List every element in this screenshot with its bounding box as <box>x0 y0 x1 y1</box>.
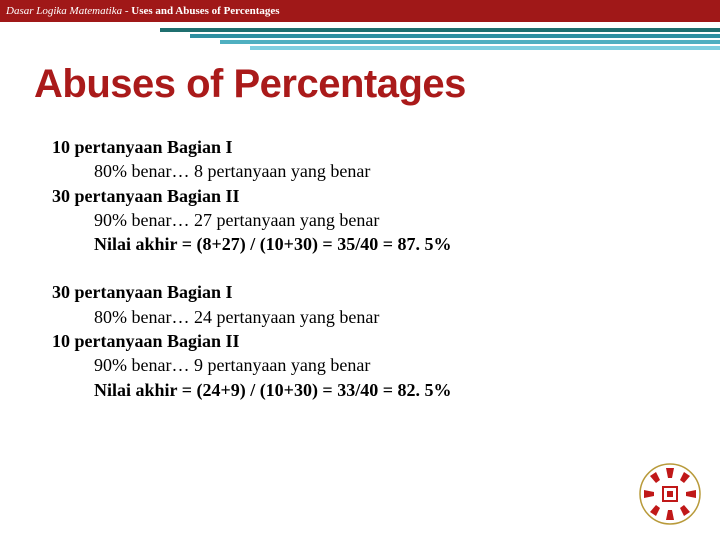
b2-line2: 80% benar… 24 pertanyaan yang benar <box>52 305 720 329</box>
b1-line2: 80% benar… 8 pertanyaan yang benar <box>52 159 720 183</box>
b1-line1: 10 pertanyaan Bagian I <box>52 135 720 159</box>
b2-line3: 10 pertanyaan Bagian II <box>52 329 720 353</box>
logo-icon <box>638 462 702 526</box>
b2-line4: 90% benar… 9 pertanyaan yang benar <box>52 353 720 377</box>
stripe-4 <box>250 46 720 50</box>
university-logo <box>638 462 702 526</box>
header-bar: Dasar Logika Matematika - Uses and Abuse… <box>0 0 720 22</box>
block-2: 30 pertanyaan Bagian I 80% benar… 24 per… <box>52 280 720 401</box>
header-text: Dasar Logika Matematika - Uses and Abuse… <box>6 5 280 17</box>
b1-line4: 90% benar… 27 pertanyaan yang benar <box>52 208 720 232</box>
block-1: 10 pertanyaan Bagian I 80% benar… 8 pert… <box>52 135 720 256</box>
slide-title: Abuses of Percentages <box>34 62 720 107</box>
b1-result: Nilai akhir = (8+27) / (10+30) = 35/40 =… <box>52 232 720 256</box>
stripe-1 <box>160 28 720 32</box>
content-area: 10 pertanyaan Bagian I 80% benar… 8 pert… <box>52 135 720 402</box>
header-topic: Uses and Abuses of Percentages <box>131 5 279 17</box>
stripe-3 <box>220 40 720 44</box>
decorative-stripes <box>0 22 720 56</box>
stripe-2 <box>190 34 720 38</box>
header-course: Dasar Logika Matematika <box>6 5 122 17</box>
b2-line1: 30 pertanyaan Bagian I <box>52 280 720 304</box>
b1-line3: 30 pertanyaan Bagian II <box>52 184 720 208</box>
b2-result: Nilai akhir = (24+9) / (10+30) = 33/40 =… <box>52 378 720 402</box>
header-sep: - <box>122 5 131 17</box>
